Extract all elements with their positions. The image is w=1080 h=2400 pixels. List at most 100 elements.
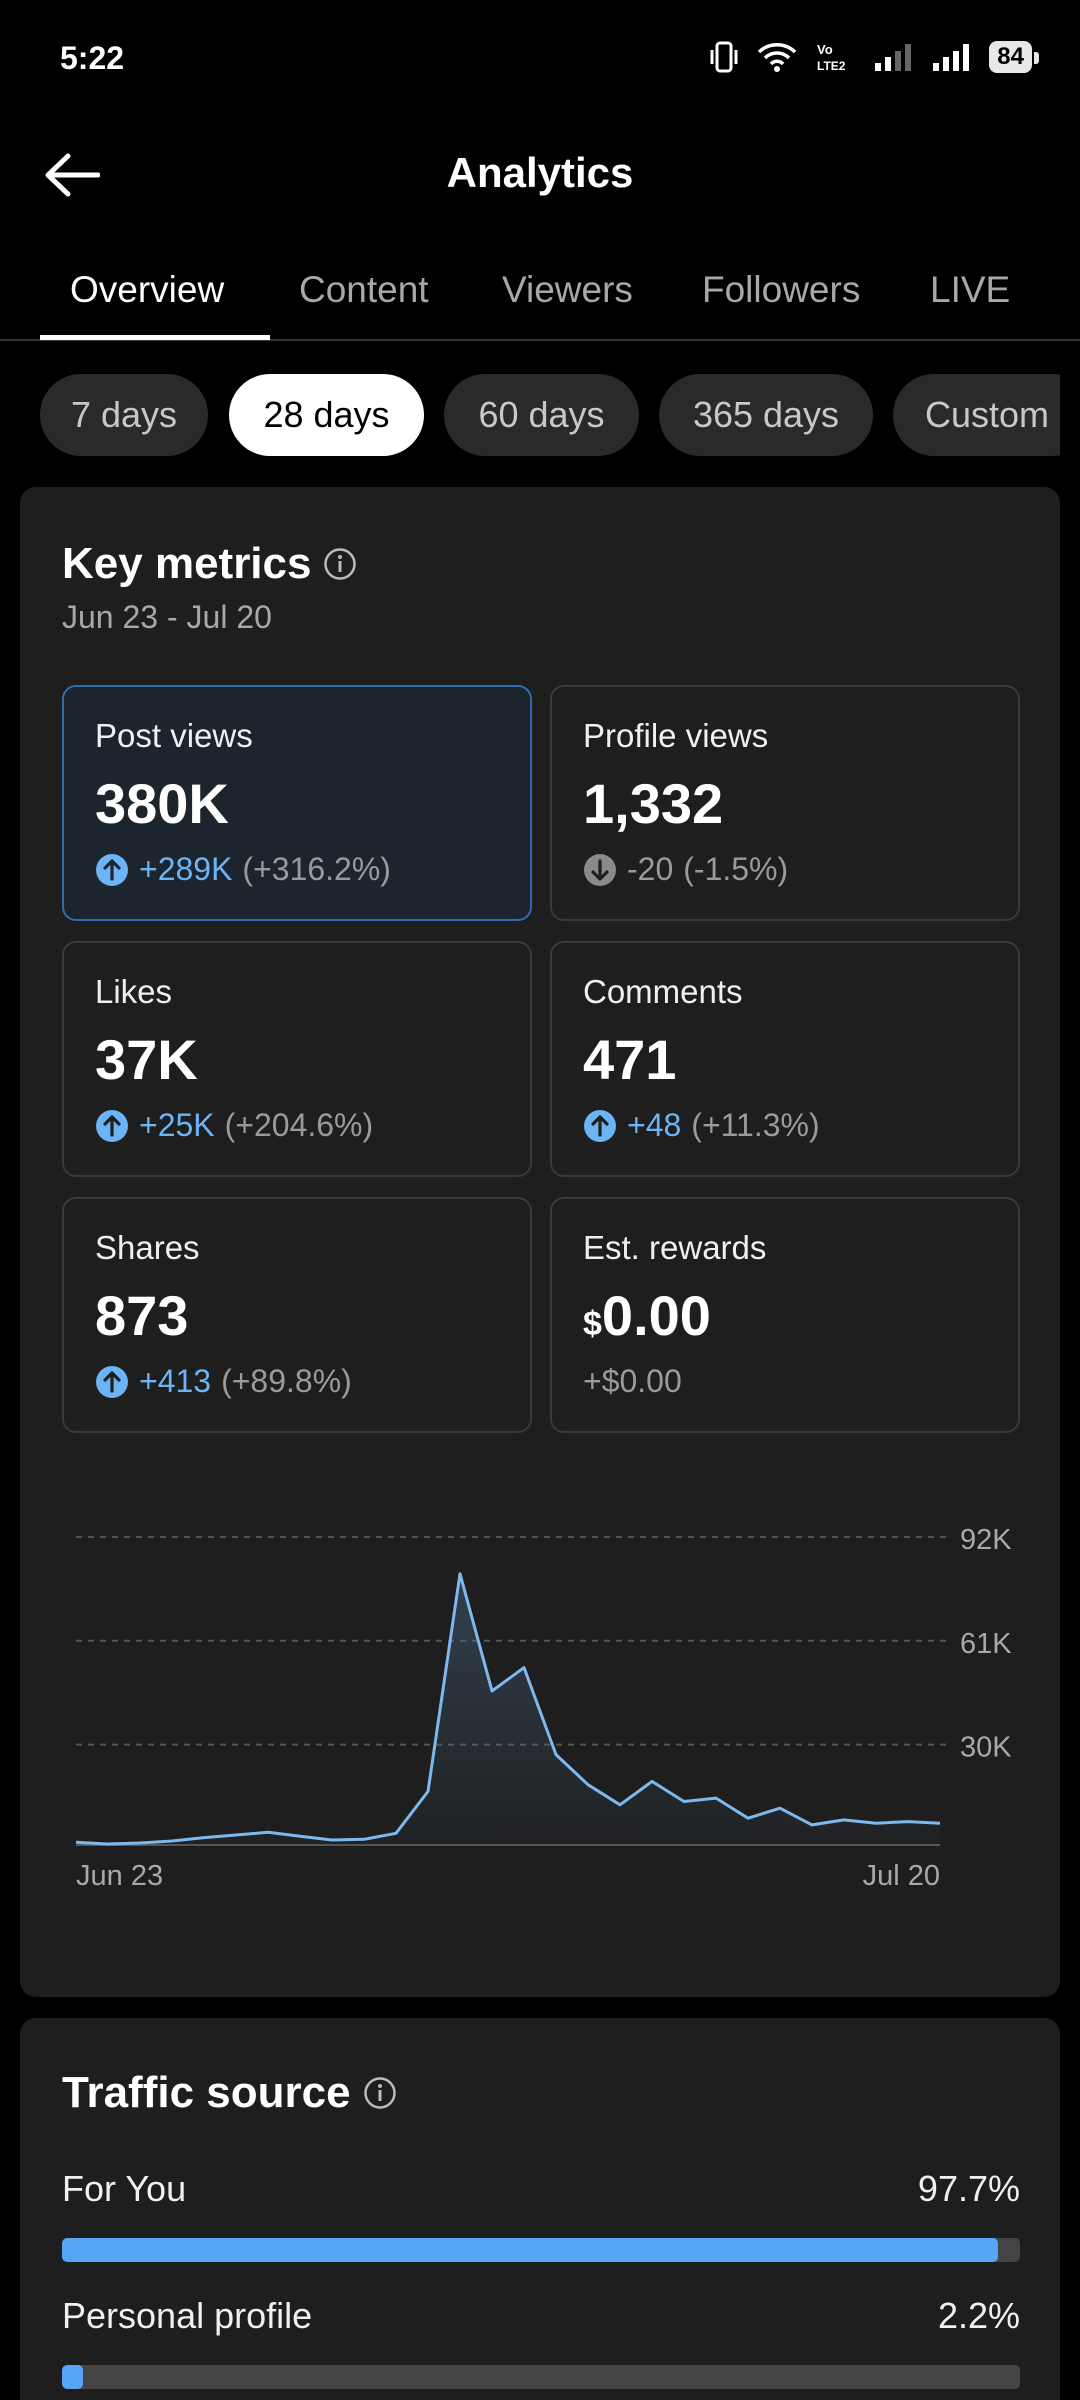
key-metrics-title-row: Key metrics	[62, 539, 357, 589]
data-point	[874, 1821, 878, 1825]
x-tick-label: Jun 23	[76, 1860, 163, 1892]
tab-bar: Overview Content Viewers Followers LIVE	[0, 255, 1080, 341]
tab-content[interactable]: Content	[299, 269, 429, 310]
info-icon[interactable]	[323, 547, 357, 581]
metric-likes[interactable]: Likes 37K +25K (+204.6%)	[62, 941, 532, 1177]
currency-symbol: $	[583, 1305, 602, 1343]
change-amount: +413	[139, 1363, 212, 1399]
metric-value: 1,332	[583, 772, 724, 835]
data-point	[618, 1803, 622, 1807]
tab-followers[interactable]: Followers	[702, 269, 861, 310]
date-filter-bar: 7 days 28 days 60 days 365 days Custom	[0, 374, 1060, 456]
key-metrics-card: Key metrics Jun 23 - Jul 20 Post views 3…	[20, 487, 1060, 1997]
chip-7-days[interactable]: 7 days	[40, 374, 208, 456]
y-tick-label: 30K	[960, 1732, 1012, 1764]
data-point	[810, 1823, 814, 1827]
data-point	[714, 1796, 718, 1800]
arrow-down-circle-icon	[583, 853, 617, 887]
data-point	[330, 1838, 334, 1842]
chip-28-days[interactable]: 28 days	[229, 374, 424, 456]
svg-text:LTE2: LTE2	[817, 59, 846, 73]
metric-label: Profile views	[583, 717, 769, 754]
data-point	[202, 1836, 206, 1840]
signal-icon-2	[933, 44, 970, 71]
chip-365-days[interactable]: 365 days	[659, 374, 873, 456]
status-time: 5:22	[60, 40, 125, 76]
metric-comments[interactable]: Comments 471 +48 (+11.3%)	[550, 941, 1020, 1177]
data-point	[778, 1806, 782, 1810]
metric-change: +25K (+204.6%)	[95, 1107, 373, 1144]
metric-label: Likes	[95, 973, 173, 1010]
tab-overview[interactable]: Overview	[70, 269, 225, 310]
progress-fill	[62, 2365, 84, 2389]
data-point	[746, 1816, 750, 1820]
data-point	[362, 1837, 366, 1841]
chart-svg: 92K 61K 30K Jun 23 Jul 20	[74, 1524, 1012, 1892]
traffic-source-card: Traffic source For You 97.7% Personal pr…	[20, 2018, 1060, 2400]
change-percent: (+89.8%)	[221, 1363, 352, 1399]
change-percent: (+316.2%)	[242, 851, 391, 887]
back-arrow-icon	[45, 153, 100, 197]
metric-label: Shares	[95, 1229, 200, 1266]
progress-track	[62, 2365, 1020, 2389]
metric-label: Est. rewards	[583, 1229, 767, 1266]
change-amount: -20	[627, 851, 674, 887]
metric-change: +413 (+89.8%)	[95, 1363, 352, 1400]
metric-change: +$0.00	[583, 1363, 682, 1400]
metric-change: +289K (+316.2%)	[95, 851, 391, 888]
metric-value: 37K	[95, 1028, 198, 1091]
data-point	[106, 1842, 110, 1846]
data-point	[138, 1841, 142, 1845]
data-point	[426, 1789, 430, 1793]
data-point	[522, 1666, 526, 1670]
post-views-chart: 92K 61K 30K Jun 23 Jul 20	[20, 1507, 1060, 2127]
wifi-icon	[758, 43, 797, 72]
metric-value-wrapper: $0.00	[583, 1283, 711, 1348]
data-point	[554, 1753, 558, 1757]
metric-change: +48 (+11.3%)	[583, 1107, 820, 1144]
data-point	[586, 1783, 590, 1787]
chip-custom[interactable]: Custom	[893, 374, 1060, 456]
data-point	[906, 1820, 910, 1824]
change-amount: +25K	[139, 1107, 215, 1143]
traffic-title: Traffic source	[62, 2068, 351, 2117]
metric-profile-views[interactable]: Profile views 1,332 -20 (-1.5%)	[550, 685, 1020, 921]
series-line	[75, 1572, 941, 1846]
traffic-label: For You	[62, 2168, 187, 2209]
metric-value: 0.00	[601, 1284, 711, 1347]
traffic-title-row: Traffic source	[62, 2068, 397, 2118]
progress-fill	[62, 2238, 998, 2262]
metric-value: 380K	[95, 772, 229, 835]
y-tick-label: 92K	[960, 1524, 1012, 1556]
status-icons: Vo LTE2 84	[709, 40, 1039, 74]
change-percent: (+204.6%)	[224, 1107, 374, 1143]
arrow-up-circle-icon	[95, 853, 129, 887]
tab-live[interactable]: LIVE	[930, 269, 1011, 310]
series-area	[76, 1573, 940, 1845]
data-point	[938, 1821, 942, 1825]
active-tab-indicator	[40, 335, 270, 340]
data-point	[266, 1830, 270, 1834]
metric-shares[interactable]: Shares 873 +413 (+89.8%)	[62, 1197, 532, 1433]
data-point	[458, 1572, 462, 1576]
page-title: Analytics	[446, 149, 634, 196]
battery-indicator: 84	[989, 41, 1039, 73]
metric-est-rewards[interactable]: Est. rewards $0.00 +$0.00	[550, 1197, 1020, 1433]
data-point	[682, 1799, 686, 1803]
vibrate-icon	[710, 41, 738, 73]
info-icon[interactable]	[363, 2076, 397, 2110]
change-amount: +289K	[139, 851, 233, 887]
status-bar: 5:22 Vo LTE2 84	[0, 0, 1080, 120]
chip-60-days[interactable]: 60 days	[444, 374, 639, 456]
traffic-percent: 2.2%	[937, 2295, 1020, 2336]
signal-icon-1	[875, 44, 912, 71]
back-button[interactable]	[40, 145, 104, 205]
data-point	[74, 1840, 78, 1844]
metric-post-views[interactable]: Post views 380K +289K (+316.2%)	[62, 685, 532, 921]
data-point	[650, 1779, 654, 1783]
tab-viewers[interactable]: Viewers	[502, 269, 633, 310]
data-point	[170, 1839, 174, 1843]
volte-icon: Vo LTE2	[817, 42, 846, 73]
y-tick-label: 61K	[960, 1628, 1012, 1660]
progress-track	[62, 2238, 1020, 2262]
